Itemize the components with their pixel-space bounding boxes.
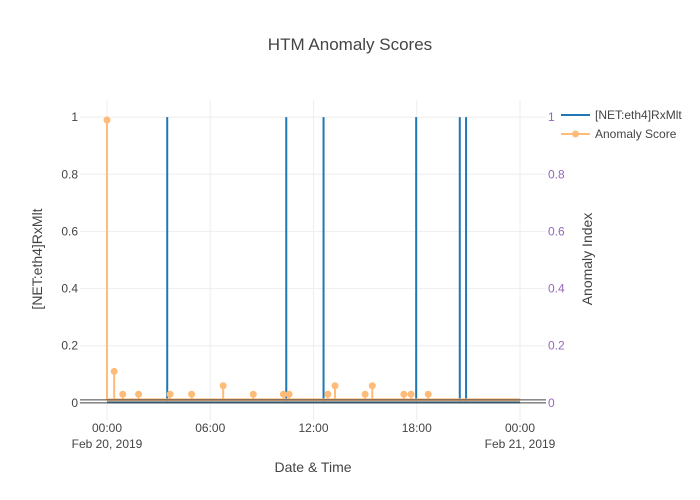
anomaly-point bbox=[219, 382, 227, 390]
y-tick-label-left: 0.2 bbox=[61, 339, 78, 353]
anomaly-point bbox=[110, 367, 118, 375]
anomaly-point bbox=[361, 390, 369, 398]
anomaly-point bbox=[324, 390, 332, 398]
y-tick-label-right: 0.6 bbox=[548, 224, 565, 238]
y-axis-title-left: [NET:eth4]RxMlt bbox=[29, 208, 45, 309]
x-tick-label: 12:00 bbox=[298, 421, 328, 435]
anomaly-point bbox=[166, 390, 174, 398]
legend-item-rxmlt[interactable]: [NET:eth4]RxMlt bbox=[561, 108, 682, 122]
y-tick-label-right: 1 bbox=[548, 110, 555, 124]
anomaly-point bbox=[407, 390, 415, 398]
anomaly-point bbox=[279, 390, 287, 398]
series-layer bbox=[103, 116, 520, 404]
anomaly-point bbox=[424, 390, 432, 398]
y-tick-label-left: 1 bbox=[71, 110, 78, 124]
x-tick-label: 06:00 bbox=[195, 421, 225, 435]
chart-title: HTM Anomaly Scores bbox=[268, 35, 432, 54]
y-tick-label-right: 0.2 bbox=[548, 339, 565, 353]
y-tick-label-left: 0.4 bbox=[61, 282, 78, 296]
anomaly-point bbox=[119, 390, 127, 398]
anomaly-point bbox=[400, 390, 408, 398]
legend-label-rxmlt: [NET:eth4]RxMlt bbox=[595, 108, 682, 122]
anomaly-point bbox=[135, 390, 143, 398]
y-tick-label-left: 0 bbox=[71, 396, 78, 410]
y-tick-label-right: 0.4 bbox=[548, 282, 565, 296]
y-tick-label-left: 0.6 bbox=[61, 224, 78, 238]
y-tick-label-right: 0 bbox=[548, 396, 555, 410]
anomaly-point bbox=[249, 390, 257, 398]
y-tick-label-left: 0.8 bbox=[61, 167, 78, 181]
y-tick-label-right: 0.8 bbox=[548, 167, 565, 181]
anomaly-point bbox=[188, 390, 196, 398]
x-tick-label: 00:00 bbox=[505, 421, 535, 435]
axes-layer: 0 0.2 0.4 0.6 0.8 1 0 0.2 0.4 0.6 0.8 1 00:00 Feb 20,… bbox=[61, 110, 565, 451]
x-axis-title: Date & Time bbox=[274, 459, 351, 475]
legend-label-anomaly-score: Anomaly Score bbox=[595, 127, 677, 141]
x-tick-label: 18:00 bbox=[402, 421, 432, 435]
anomaly-point bbox=[368, 382, 376, 390]
legend-item-anomaly-score[interactable]: Anomaly Score bbox=[561, 127, 677, 141]
legend-marker-anomaly-score bbox=[572, 130, 579, 138]
anomaly-point bbox=[331, 382, 339, 390]
y-axis-title-right: Anomaly Index bbox=[579, 213, 595, 306]
anomaly-point bbox=[103, 116, 111, 124]
grid-layer bbox=[80, 100, 546, 420]
x-tick-date-label: Feb 21, 2019 bbox=[485, 437, 556, 451]
x-tick-label: 00:00 bbox=[92, 421, 122, 435]
anomaly-point bbox=[285, 390, 293, 398]
x-tick-date-label: Feb 20, 2019 bbox=[72, 437, 143, 451]
legend[interactable]: [NET:eth4]RxMlt Anomaly Score bbox=[561, 108, 682, 141]
